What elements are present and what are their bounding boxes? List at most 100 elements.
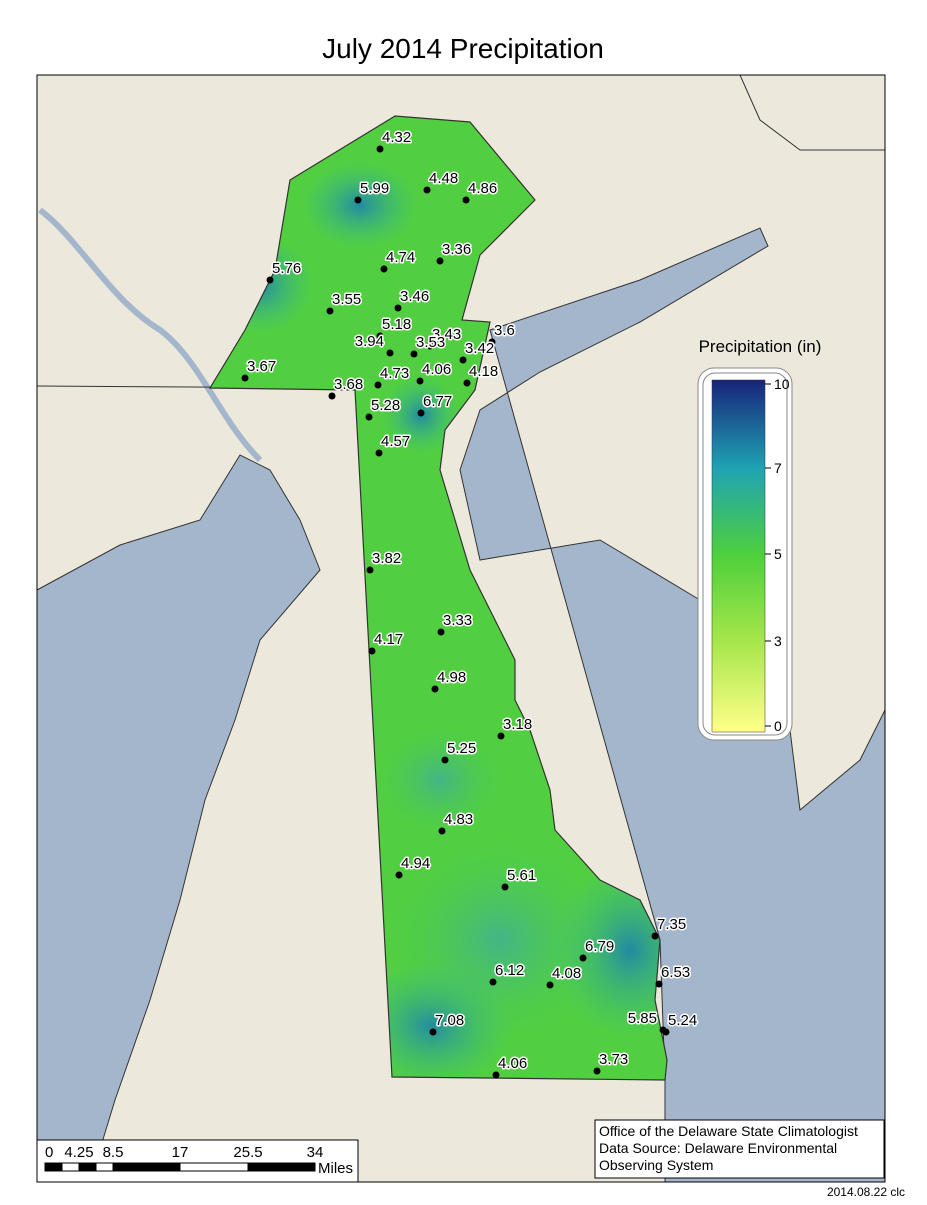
station-value: 4.98 bbox=[437, 669, 466, 686]
station-value: 3.67 bbox=[247, 358, 276, 375]
credit: Office of the Delaware State Climatologi… bbox=[594, 1119, 885, 1179]
station-value: 5.99 bbox=[360, 180, 389, 197]
station-value: 3.18 bbox=[503, 716, 532, 733]
station-value: 3.42 bbox=[465, 340, 494, 357]
legend-tick-label: 10 bbox=[774, 376, 790, 392]
station-dot bbox=[489, 978, 497, 986]
station-dot bbox=[326, 307, 334, 315]
station-dot bbox=[354, 196, 362, 204]
scale-segment bbox=[78, 1162, 97, 1172]
river bbox=[38, 207, 263, 463]
station-dot bbox=[416, 377, 424, 385]
station-value: 6.53 bbox=[661, 964, 690, 981]
scale-label: 0 bbox=[45, 1144, 53, 1161]
coast bbox=[739, 75, 885, 151]
station-value: 3.82 bbox=[372, 550, 401, 567]
station-value: 3.46 bbox=[400, 288, 429, 305]
station-dot bbox=[380, 265, 388, 273]
station-dot bbox=[395, 871, 403, 879]
scale-segment bbox=[247, 1162, 316, 1172]
station-value: 4.57 bbox=[381, 433, 410, 450]
scale-label: 8.5 bbox=[103, 1144, 124, 1161]
station-value: 4.48 bbox=[429, 170, 458, 187]
station-value: 3.43 bbox=[432, 326, 461, 343]
station-value: 3.73 bbox=[599, 1051, 628, 1068]
station-value: 3.53 bbox=[416, 334, 445, 351]
station-dot bbox=[374, 381, 382, 389]
station-value: 5.28 bbox=[371, 397, 400, 414]
credit-line: Observing System bbox=[599, 1157, 713, 1173]
scale-unit: Miles bbox=[318, 1160, 353, 1177]
station-dot bbox=[459, 356, 467, 364]
station-dot bbox=[436, 257, 444, 265]
station-dot bbox=[437, 628, 445, 636]
station-dot bbox=[366, 566, 374, 574]
station-dot bbox=[497, 732, 505, 740]
scale-label: 25.5 bbox=[233, 1144, 262, 1161]
station-value: 6.79 bbox=[585, 938, 614, 955]
station-dot bbox=[365, 413, 373, 421]
station-value: 4.32 bbox=[382, 129, 411, 146]
station-dot bbox=[651, 932, 659, 940]
scale-segment bbox=[179, 1162, 249, 1172]
station-dot bbox=[426, 342, 434, 350]
credit-line: Data Source: Delaware Environmental bbox=[599, 1140, 837, 1156]
scale-bar: 0 4.25 8.5 17 25.5 34 Miles bbox=[36, 1139, 359, 1183]
station-value: 4.94 bbox=[401, 855, 430, 872]
legend-title: Precipitation (in) bbox=[699, 337, 822, 356]
basemap bbox=[37, 75, 885, 1182]
station-dot bbox=[241, 374, 249, 382]
station-dot bbox=[431, 685, 439, 693]
station-dot bbox=[410, 350, 418, 358]
station-value: 3.6 bbox=[494, 322, 515, 339]
legend-tick-label: 5 bbox=[774, 546, 782, 562]
scale-segment bbox=[61, 1162, 80, 1172]
station-dot bbox=[593, 1067, 601, 1075]
legend: Precipitation (in) 10 7 5 3 0 bbox=[697, 337, 822, 741]
scale-label: 4.25 bbox=[64, 1144, 93, 1161]
scale-segment bbox=[44, 1162, 63, 1172]
station-value: 3.68 bbox=[334, 376, 363, 393]
legend-ramp bbox=[711, 379, 766, 733]
station-value: 7.08 bbox=[435, 1012, 464, 1029]
station-dot bbox=[429, 1028, 437, 1036]
station-value: 6.12 bbox=[495, 962, 524, 979]
station-dot bbox=[655, 980, 663, 988]
station-dot bbox=[546, 981, 554, 989]
station-dot bbox=[438, 827, 446, 835]
station-value: 4.73 bbox=[380, 365, 409, 382]
station-value: 4.17 bbox=[374, 631, 403, 648]
station-value: 4.83 bbox=[444, 811, 473, 828]
scale-label: 17 bbox=[172, 1144, 189, 1161]
station-dot bbox=[441, 756, 449, 764]
station-dot bbox=[579, 954, 587, 962]
station-value: 4.74 bbox=[386, 249, 415, 266]
station-value: 6.77 bbox=[423, 393, 452, 410]
station-value: 3.33 bbox=[443, 612, 472, 629]
station-dot bbox=[423, 186, 431, 194]
stations: 4.32 5.99 4.48 4.86 4.74 3.36 5.76 3.55 3.46 5.18… bbox=[241, 128, 699, 1079]
station-dot bbox=[368, 647, 376, 655]
station-value: 5.25 bbox=[447, 740, 476, 757]
station-value: 4.86 bbox=[468, 180, 497, 197]
station-dot bbox=[394, 304, 402, 312]
station-value: 4.06 bbox=[498, 1055, 527, 1072]
legend-tick-label: 7 bbox=[774, 460, 782, 476]
map-frame bbox=[36, 74, 886, 1183]
map-title: July 2014 Precipitation bbox=[322, 33, 604, 64]
station-dot bbox=[376, 332, 384, 340]
date-stamp: 2014.08.22 clc bbox=[827, 1185, 905, 1199]
credit-line: Office of the Delaware State Climatologi… bbox=[599, 1123, 858, 1139]
station-dot bbox=[488, 338, 496, 346]
station-dot bbox=[463, 379, 471, 387]
station-dot bbox=[266, 276, 274, 284]
station-value: 3.55 bbox=[332, 291, 361, 308]
scale-segment bbox=[112, 1162, 181, 1172]
station-dot bbox=[376, 145, 384, 153]
station-dot bbox=[386, 349, 394, 357]
station-dot bbox=[492, 1071, 500, 1079]
station-dot bbox=[462, 196, 470, 204]
station-dot bbox=[662, 1028, 670, 1036]
